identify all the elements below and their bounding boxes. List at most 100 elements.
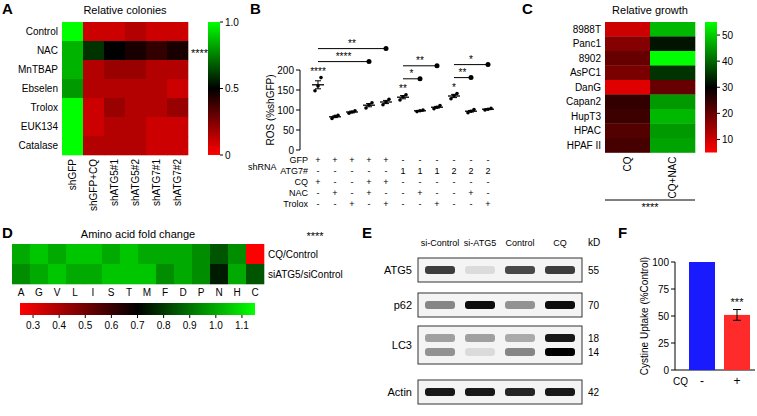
protein-label: ATG5: [384, 264, 412, 276]
table-cell: -: [334, 199, 337, 209]
heatmap-cell: [104, 60, 125, 79]
unit-label: kD: [588, 237, 600, 248]
heatmap-cell: [650, 66, 695, 81]
panel-letter: C: [522, 0, 533, 17]
colorbar-tick: [215, 315, 216, 318]
column-label: G: [35, 287, 43, 298]
table-group-label: shRNA: [248, 162, 277, 172]
heatmap-cell: [138, 244, 156, 264]
significance: **: [399, 83, 407, 94]
significance: ****: [191, 47, 209, 59]
heatmap-cell: [83, 117, 104, 136]
table-cell: -: [419, 199, 422, 209]
x-axis-label: CQ: [673, 376, 688, 387]
lane-label: CQ: [553, 238, 567, 248]
heatmap-cell: [83, 22, 104, 41]
blot-band: [425, 266, 455, 274]
marker-label: 18: [588, 333, 600, 344]
row-label: Trolox: [31, 102, 58, 113]
colorbar-tick-label: 0.7: [131, 320, 145, 331]
significance: ****: [310, 66, 326, 77]
colorbar-tick-label: 50: [722, 30, 734, 41]
table-cell: -: [436, 155, 439, 165]
blot-band: [505, 334, 535, 342]
bar: [689, 262, 715, 370]
comparison-dot: [469, 75, 474, 80]
table-row-label: NAC: [289, 188, 309, 198]
error-bar: [366, 104, 372, 107]
table-cell: -: [419, 177, 422, 187]
mean-line: [329, 116, 341, 117]
heatmap-cell: [605, 51, 650, 66]
lane-label: si-Control: [421, 238, 460, 248]
table-cell: 2: [468, 166, 473, 176]
y-axis-label: Cystine Uptake (%Control): [639, 257, 650, 375]
colorbar-tick: [220, 22, 223, 23]
colorbar-tick: [163, 315, 164, 318]
table-cell: 1: [400, 166, 405, 176]
table-cell: -: [487, 155, 490, 165]
table-cell: -: [317, 199, 320, 209]
column-label: T: [126, 287, 132, 298]
heatmap-cell: [62, 117, 83, 136]
table-cell: +: [383, 177, 388, 187]
colorbar-tick-label: 10: [722, 134, 734, 145]
row-label: siATG5/siControl: [268, 269, 343, 280]
error-bar: [434, 106, 440, 108]
row-label: HupT3: [571, 111, 601, 122]
lane-label: Control: [505, 238, 534, 248]
protein-label: Actin: [388, 386, 412, 398]
column-label: S: [108, 287, 115, 298]
plot-area: [689, 262, 750, 370]
row-label: CQ/Control: [268, 249, 318, 260]
significance: *: [410, 68, 414, 79]
table-cell: +: [349, 199, 354, 209]
row-label: MnTBAP: [18, 64, 58, 75]
heatmap-cell: [84, 264, 102, 284]
table-cell: 1: [417, 166, 422, 176]
heatmap-cell: [62, 136, 83, 155]
table-cell: 2: [451, 166, 456, 176]
column-label: A: [18, 287, 25, 298]
heatmap-cell: [650, 124, 695, 139]
mean-line: [465, 111, 477, 112]
blot-band: [425, 388, 455, 396]
significance: *: [452, 82, 456, 93]
significance: **: [348, 38, 356, 49]
mean-line: [346, 111, 358, 112]
mean-line: [380, 101, 392, 102]
blot-strip: [418, 293, 582, 317]
heatmap-cell: [605, 22, 650, 37]
plot-area: [312, 76, 494, 120]
colorbar-tick-label: 0.5: [225, 83, 239, 94]
heatmap-cell: [174, 264, 192, 284]
y-tick: [296, 150, 300, 151]
colorbar-tick-label: 0.4: [52, 320, 66, 331]
heatmap-cell: [125, 22, 146, 41]
row-label: AsPC1: [570, 67, 602, 78]
y-tick: [671, 316, 675, 317]
y-tick: [296, 130, 300, 131]
table-cell: -: [317, 188, 320, 198]
y-tick: [296, 90, 300, 91]
significance: ****: [641, 201, 659, 213]
y-tick: [671, 262, 675, 263]
error-bar: [349, 111, 355, 113]
colorbar-tick-label: 0.3: [26, 320, 40, 331]
heatmap-cell: [650, 109, 695, 124]
mean-line: [482, 109, 494, 110]
column-label: P: [198, 287, 205, 298]
heatmap-cell: [104, 79, 125, 98]
table-cell: +: [332, 155, 337, 165]
heatmap-cell: [120, 264, 138, 284]
colorbar-tick-label: 1.1: [235, 320, 249, 331]
heatmap-cell: [138, 264, 156, 284]
heatmap-cell: [125, 117, 146, 136]
y-tick-label: 50: [658, 311, 670, 322]
heatmap-cell: [167, 41, 188, 60]
table-cell: -: [334, 177, 337, 187]
heatmap-cell: [104, 136, 125, 155]
table-cell: +: [366, 177, 371, 187]
figure: ARelative coloniesControlNAC****MnTBAPEb…: [0, 0, 757, 416]
colorbar-tick: [717, 61, 720, 62]
